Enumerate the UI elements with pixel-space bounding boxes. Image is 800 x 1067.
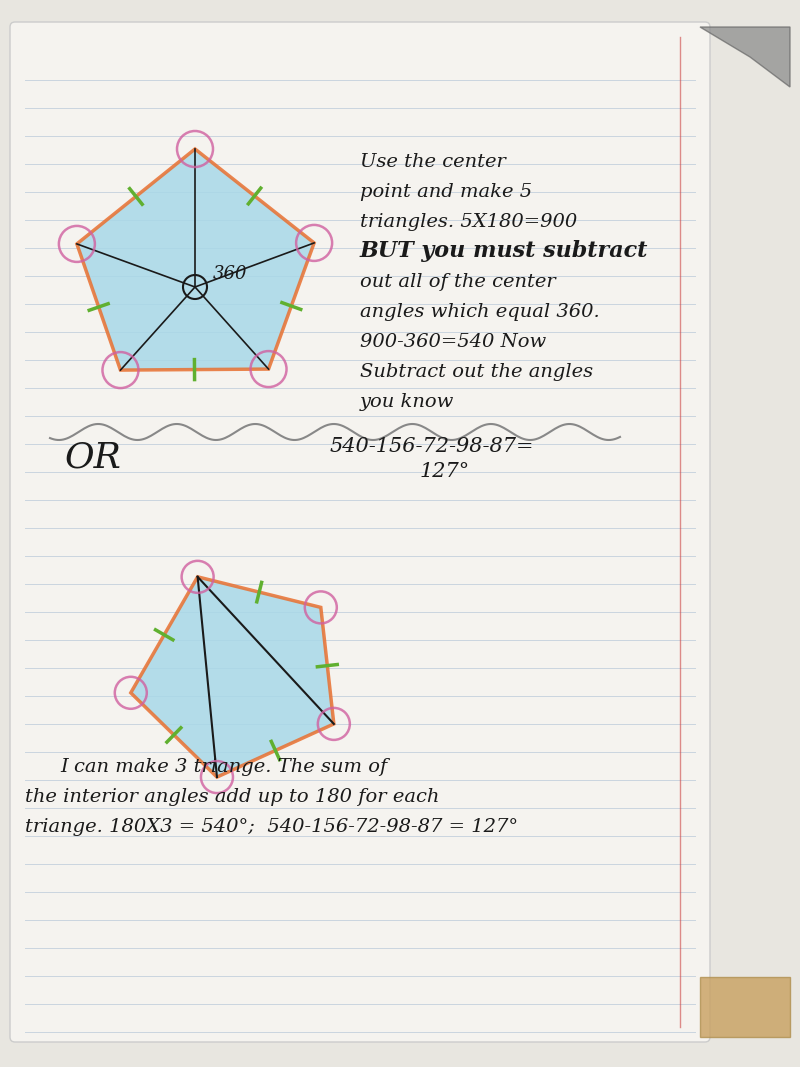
Text: 900-360=540 Now: 900-360=540 Now [360,333,546,351]
Text: the interior angles add up to 180 for each: the interior angles add up to 180 for ea… [25,789,439,806]
Text: 540-156-72-98-87=: 540-156-72-98-87= [330,437,534,456]
Text: triange. 180X3 = 540°;  540-156-72-98-87 = 127°: triange. 180X3 = 540°; 540-156-72-98-87 … [25,818,518,837]
Text: Use the center: Use the center [360,153,506,171]
Polygon shape [700,977,790,1037]
Text: OR: OR [65,440,122,474]
Polygon shape [77,149,314,370]
FancyBboxPatch shape [10,22,710,1042]
Polygon shape [130,577,334,777]
Text: angles which equal 360.: angles which equal 360. [360,303,600,321]
Text: you know: you know [360,393,454,411]
Text: 360: 360 [213,265,247,283]
Text: point and make 5: point and make 5 [360,184,532,201]
Text: Subtract out the angles: Subtract out the angles [360,363,593,381]
Text: I can make 3 triange. The sum of: I can make 3 triange. The sum of [60,758,387,776]
Text: triangles. 5X180=900: triangles. 5X180=900 [360,213,578,230]
Polygon shape [700,27,790,87]
Text: BUT you must subtract: BUT you must subtract [360,240,648,262]
Text: 127°: 127° [420,462,470,481]
Text: out all of the center: out all of the center [360,273,556,291]
